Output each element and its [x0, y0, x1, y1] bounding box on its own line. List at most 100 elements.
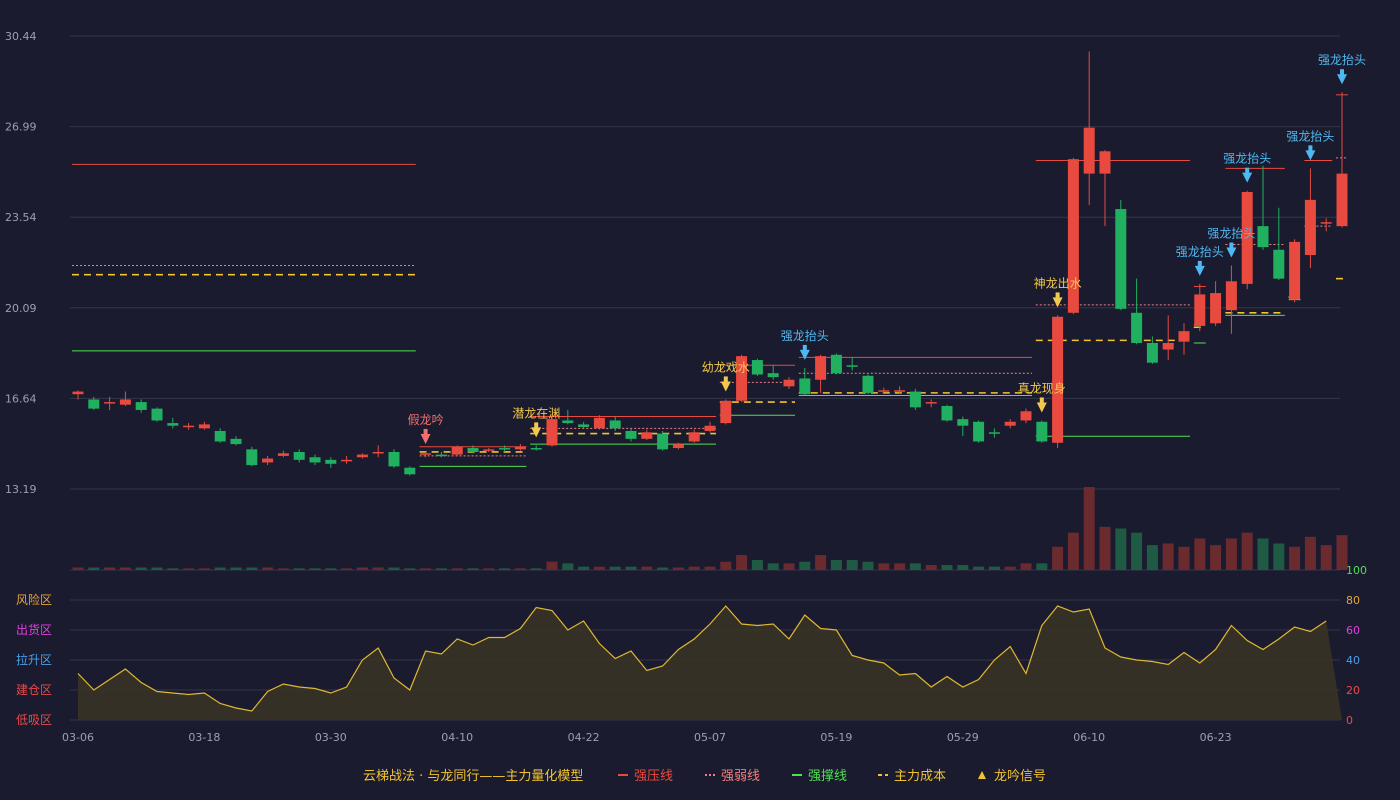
signal-arrow — [1036, 402, 1047, 413]
signal-label: 强龙抬头 — [1176, 245, 1224, 259]
candle-body — [1336, 173, 1348, 227]
candle-body — [846, 365, 858, 367]
candle-body — [862, 375, 874, 393]
signal-arrow-stem — [1308, 145, 1313, 152]
signal-arrow-stem — [723, 376, 728, 383]
candle-body — [830, 354, 842, 374]
legend-signal-icon — [978, 771, 986, 779]
volume-bar — [783, 563, 795, 570]
candle-body — [1052, 316, 1064, 443]
candle-body — [1099, 151, 1111, 174]
candle-body — [1273, 249, 1285, 279]
candle-body — [988, 432, 1000, 434]
volume-bar — [420, 568, 432, 570]
volume-bar — [1289, 546, 1301, 570]
candle-body — [1146, 342, 1158, 363]
price-tick-label: 16.64 — [5, 392, 37, 405]
candle-body — [720, 400, 732, 424]
candle-body — [1162, 342, 1174, 350]
volume-bar — [641, 566, 653, 570]
volume-bar — [1225, 538, 1237, 570]
candle-body — [325, 459, 337, 464]
volume-bar — [815, 555, 827, 570]
candle-body — [530, 448, 542, 450]
signal-arrow — [799, 349, 810, 360]
candle-body — [672, 444, 684, 449]
volume-bar — [435, 568, 447, 570]
candle-body — [799, 378, 811, 395]
candle-body — [277, 453, 289, 456]
volume-bar — [909, 563, 921, 570]
volume-bar — [1083, 487, 1095, 570]
zone-label: 拉升区 — [16, 652, 52, 667]
volume-bar — [1194, 538, 1206, 570]
candle-body — [1004, 421, 1016, 426]
price-tick-label: 13.19 — [5, 483, 37, 496]
candle-body — [499, 448, 511, 450]
indicator-tick-label: 60 — [1346, 624, 1360, 637]
signal-arrow — [1242, 172, 1253, 183]
candle-body — [1225, 281, 1237, 311]
candle-body — [1320, 222, 1332, 224]
volume-bar — [862, 561, 874, 570]
candle-body — [1210, 293, 1222, 324]
volume-bar — [988, 566, 1000, 570]
volume-bar — [293, 568, 305, 570]
candle-body — [104, 402, 116, 404]
volume-bar — [957, 565, 969, 570]
candle-body — [973, 421, 985, 442]
candle-body — [420, 453, 432, 455]
volume-bar — [530, 568, 542, 570]
volume-bar — [262, 567, 274, 570]
candle-body — [1289, 241, 1301, 300]
x-tick-label: 06-10 — [1073, 731, 1105, 744]
candle-body — [230, 438, 242, 445]
candle-body — [1304, 199, 1316, 256]
volume-bar — [578, 566, 590, 570]
volume-bar — [546, 561, 558, 570]
signal-arrow — [1052, 297, 1063, 308]
volume-bar — [1162, 543, 1174, 570]
signal-label: 幼龙戏水 — [702, 360, 750, 374]
volume-bar — [88, 567, 100, 570]
indicator-tick-label: 20 — [1346, 684, 1360, 697]
candle-body — [388, 451, 400, 467]
signal-arrow-stem — [1039, 397, 1044, 404]
volume-bar — [451, 568, 463, 570]
volume-bar — [704, 566, 716, 570]
candle-body — [262, 458, 274, 463]
indicator-tick-label: 0 — [1346, 714, 1353, 727]
candle-body — [198, 424, 210, 429]
volume-bar — [625, 566, 637, 570]
signal-label: 强龙抬头 — [1286, 129, 1334, 143]
volume-bar — [1099, 526, 1111, 570]
legend-item-label: 强弱线 — [721, 769, 760, 784]
signal-arrow-stem — [1245, 167, 1250, 174]
candle-body — [372, 451, 384, 454]
legend-item-label: 强撑线 — [808, 769, 847, 784]
volume-bar — [1178, 546, 1190, 570]
candle-body — [909, 391, 921, 408]
volume-bar — [767, 563, 779, 570]
volume-bar — [325, 568, 337, 570]
signal-arrow-stem — [1340, 69, 1344, 76]
candle-body — [815, 356, 827, 380]
signal-arrow — [420, 433, 431, 444]
signal-label: 神龙出水 — [1034, 276, 1082, 290]
volume-bar — [751, 560, 763, 570]
signal-label: 真龙现身 — [1018, 380, 1066, 395]
volume-bar — [1273, 543, 1285, 570]
indicator-area — [78, 606, 1342, 720]
x-tick-label: 05-07 — [694, 731, 726, 744]
candle-body — [767, 373, 779, 378]
candle-body — [1083, 127, 1095, 174]
volume-bar — [467, 568, 479, 570]
candle-body — [341, 459, 353, 462]
price-tick-label: 26.99 — [5, 121, 37, 134]
candle-body — [183, 425, 195, 428]
candle-body — [246, 449, 258, 466]
indicator-line — [77, 605, 1327, 712]
candle-body — [641, 432, 653, 439]
signal-arrow-stem — [1229, 242, 1234, 249]
candle-body — [894, 390, 906, 392]
